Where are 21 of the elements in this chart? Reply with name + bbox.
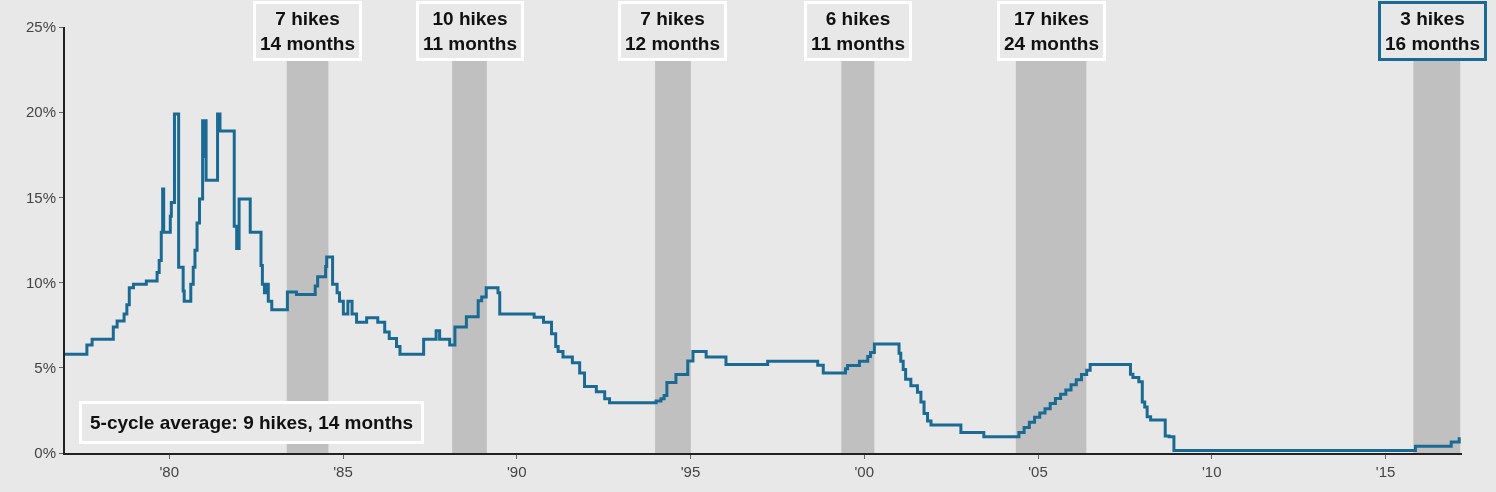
y-tick-label: 10% [25, 273, 56, 291]
band-label: 7 hikes 12 months [625, 8, 721, 54]
annotation: 5-cycle average: 9 hikes, 14 months [90, 412, 414, 433]
x-tick-label: '05 [1028, 463, 1048, 480]
x-tick-label: '80 [159, 463, 180, 480]
band-label: 10 hikes 11 months [423, 8, 517, 54]
band-label: 3 hikes 16 months [1385, 8, 1481, 54]
x-tick-label: '90 [506, 463, 527, 480]
band-label: 17 hikes 24 months [1004, 8, 1100, 54]
x-tick-label: '85 [333, 463, 353, 480]
band-label: 6 hikes 11 months [811, 8, 905, 54]
y-tick-label: 0% [34, 444, 56, 462]
x-tick-label: '15 [1375, 463, 1396, 480]
band-label: 7 hikes 14 months [260, 8, 356, 54]
y-tick-label: 25% [25, 18, 56, 36]
y-tick-label: 20% [25, 103, 56, 121]
y-tick-label: 5% [34, 359, 56, 377]
x-tick-label: '00 [854, 463, 875, 480]
x-tick-label: '10 [1202, 463, 1222, 480]
x-tick-label: '95 [680, 463, 701, 480]
y-tick-label: 15% [25, 188, 56, 206]
